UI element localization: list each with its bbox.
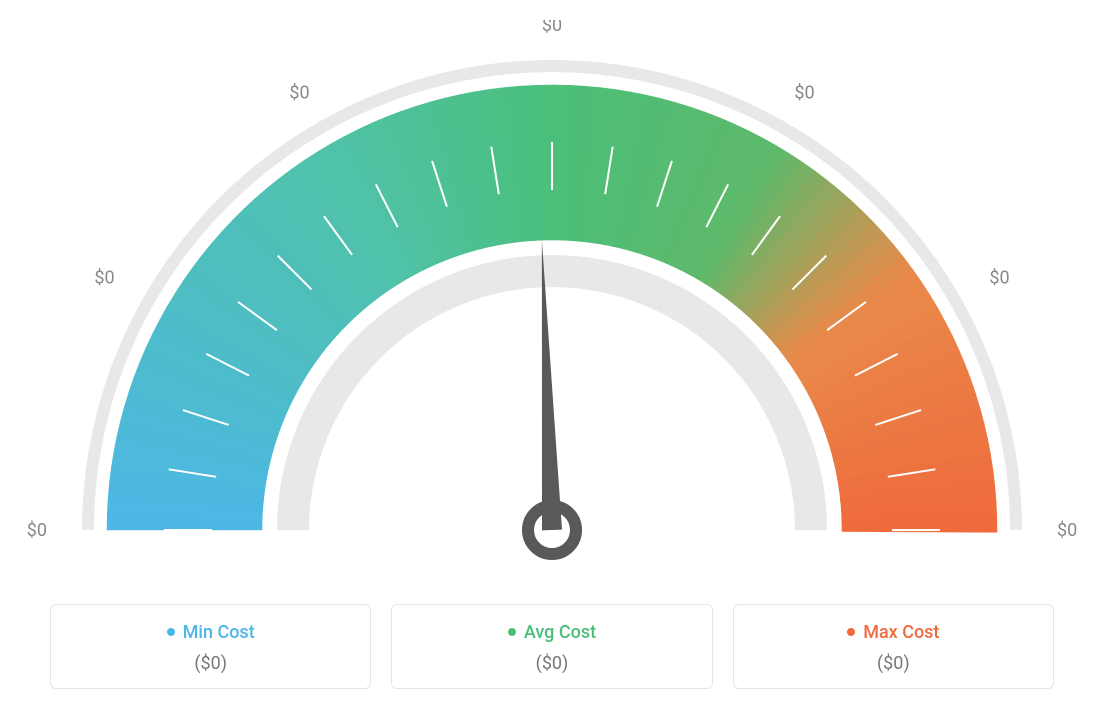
legend-box-avg: Avg Cost ($0) xyxy=(391,604,712,689)
cost-gauge-chart: $0 $0 $0 $0 $0 $0 $0 Min Cost ($0) Avg Cost ($… xyxy=(20,20,1084,689)
legend-label-avg: Avg Cost xyxy=(508,622,596,643)
gauge-svg: $0 $0 $0 $0 $0 $0 $0 xyxy=(20,20,1084,580)
gauge-label: $0 xyxy=(989,268,1009,289)
gauge-label: $0 xyxy=(794,83,814,104)
legend-value-max: ($0) xyxy=(744,653,1043,674)
legend-dot-avg xyxy=(508,628,516,636)
gauge-label: $0 xyxy=(289,83,309,104)
gauge-label: $0 xyxy=(542,20,562,36)
legend-box-max: Max Cost ($0) xyxy=(733,604,1054,689)
legend-text-min: Min Cost xyxy=(183,622,255,643)
gauge-label: $0 xyxy=(27,520,47,541)
legend-value-avg: ($0) xyxy=(402,653,701,674)
legend-dot-max xyxy=(847,628,855,636)
legend-text-max: Max Cost xyxy=(863,622,939,643)
legend-text-avg: Avg Cost xyxy=(524,622,596,643)
gauge-label: $0 xyxy=(94,268,114,289)
legend-label-max: Max Cost xyxy=(847,622,939,643)
gauge-label: $0 xyxy=(1057,520,1077,541)
legend-label-min: Min Cost xyxy=(167,622,255,643)
legend-box-min: Min Cost ($0) xyxy=(50,604,371,689)
legend-value-min: ($0) xyxy=(61,653,360,674)
legend-row: Min Cost ($0) Avg Cost ($0) Max Cost ($0… xyxy=(20,604,1084,689)
legend-dot-min xyxy=(167,628,175,636)
